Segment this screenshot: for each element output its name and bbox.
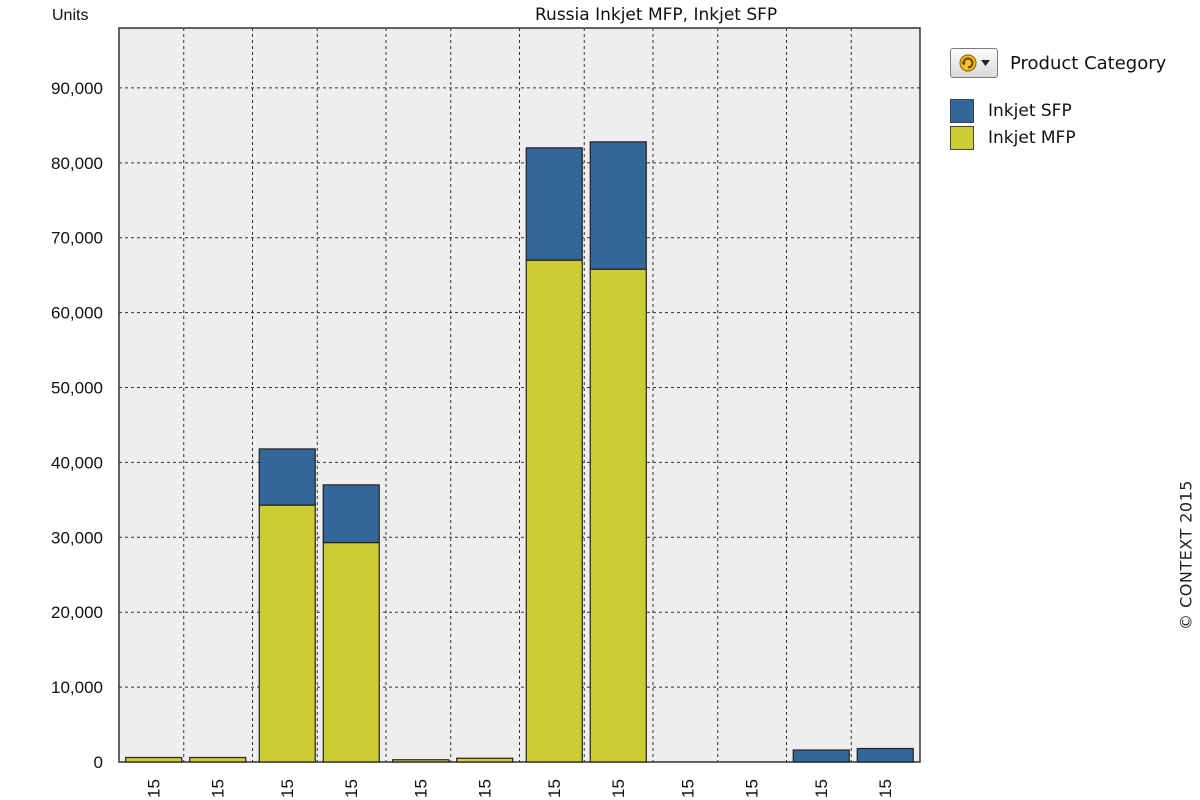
bar-inkjet-mfp <box>189 756 247 763</box>
legend-swatch-inkjet-mfp <box>950 125 974 150</box>
legend-item-inkjet-sfp: Inkjet SFP <box>950 97 1076 124</box>
x-tick-label: 15 <box>743 779 762 798</box>
y-tick-label: 0 <box>94 753 103 772</box>
bar-inkjet-sfp <box>258 448 316 506</box>
x-tick-label: 15 <box>278 779 297 798</box>
y-tick-label: 80,000 <box>51 154 103 173</box>
bar-inkjet-mfp <box>525 259 583 763</box>
x-tick-label: 15 <box>812 779 831 798</box>
refresh-icon <box>958 53 978 73</box>
y-tick-label: 60,000 <box>51 304 103 323</box>
y-tick-label: 30,000 <box>51 528 103 547</box>
bar-inkjet-mfp <box>125 756 183 763</box>
bar-inkjet-mfp <box>392 759 450 763</box>
plot-area: 0 10,000 20,000 30,000 40,000 50,000 60,000 70,… <box>51 27 921 798</box>
legend-header: Product Category <box>950 48 1166 78</box>
y-tick-label: 90,000 <box>51 79 103 98</box>
x-tick-label: 15 <box>476 779 495 798</box>
bar-inkjet-sfp <box>589 141 647 270</box>
y-tick-label: 10,000 <box>51 678 103 697</box>
plot-frame <box>118 27 921 763</box>
bar-inkjet-sfp <box>322 484 380 544</box>
x-tick-label: 15 <box>145 779 164 798</box>
y-tick-label: 70,000 <box>51 229 103 248</box>
x-tick-label: 15 <box>342 779 361 798</box>
x-tick-label: 15 <box>209 779 228 798</box>
bar-inkjet-sfp <box>856 747 914 763</box>
chevron-down-icon <box>981 60 990 66</box>
x-tick-label: 15 <box>545 779 564 798</box>
legend-title: Product Category <box>1010 52 1167 74</box>
y-tick-label: 50,000 <box>51 379 103 398</box>
chart-title: Russia Inkjet MFP, Inkjet SFP <box>535 5 777 25</box>
bar-inkjet-mfp <box>589 268 647 763</box>
x-tick-label: 15 <box>412 779 431 798</box>
y-tick-label: 20,000 <box>51 603 103 622</box>
legend: Inkjet SFP Inkjet MFP <box>950 97 1076 151</box>
bar-inkjet-mfp <box>456 757 514 763</box>
x-tick-label: 15 <box>609 779 628 798</box>
copyright-notice: © CONTEXT 2015 <box>1176 480 1196 630</box>
bar-inkjet-mfp <box>322 541 380 763</box>
legend-item-inkjet-mfp: Inkjet MFP <box>950 124 1076 151</box>
category-filter-button[interactable] <box>950 48 998 78</box>
bar-inkjet-sfp <box>792 749 850 763</box>
bar-inkjet-sfp <box>525 147 583 261</box>
x-tick-label: 15 <box>679 779 698 798</box>
y-tick-label: 40,000 <box>51 453 103 472</box>
x-tick-label: 15 <box>876 779 895 798</box>
legend-swatch-inkjet-sfp <box>950 98 974 123</box>
legend-label-inkjet-sfp: Inkjet SFP <box>988 100 1072 121</box>
y-axis-label: Units <box>52 7 88 24</box>
legend-label-inkjet-mfp: Inkjet MFP <box>988 127 1076 148</box>
bar-inkjet-mfp <box>258 504 316 763</box>
